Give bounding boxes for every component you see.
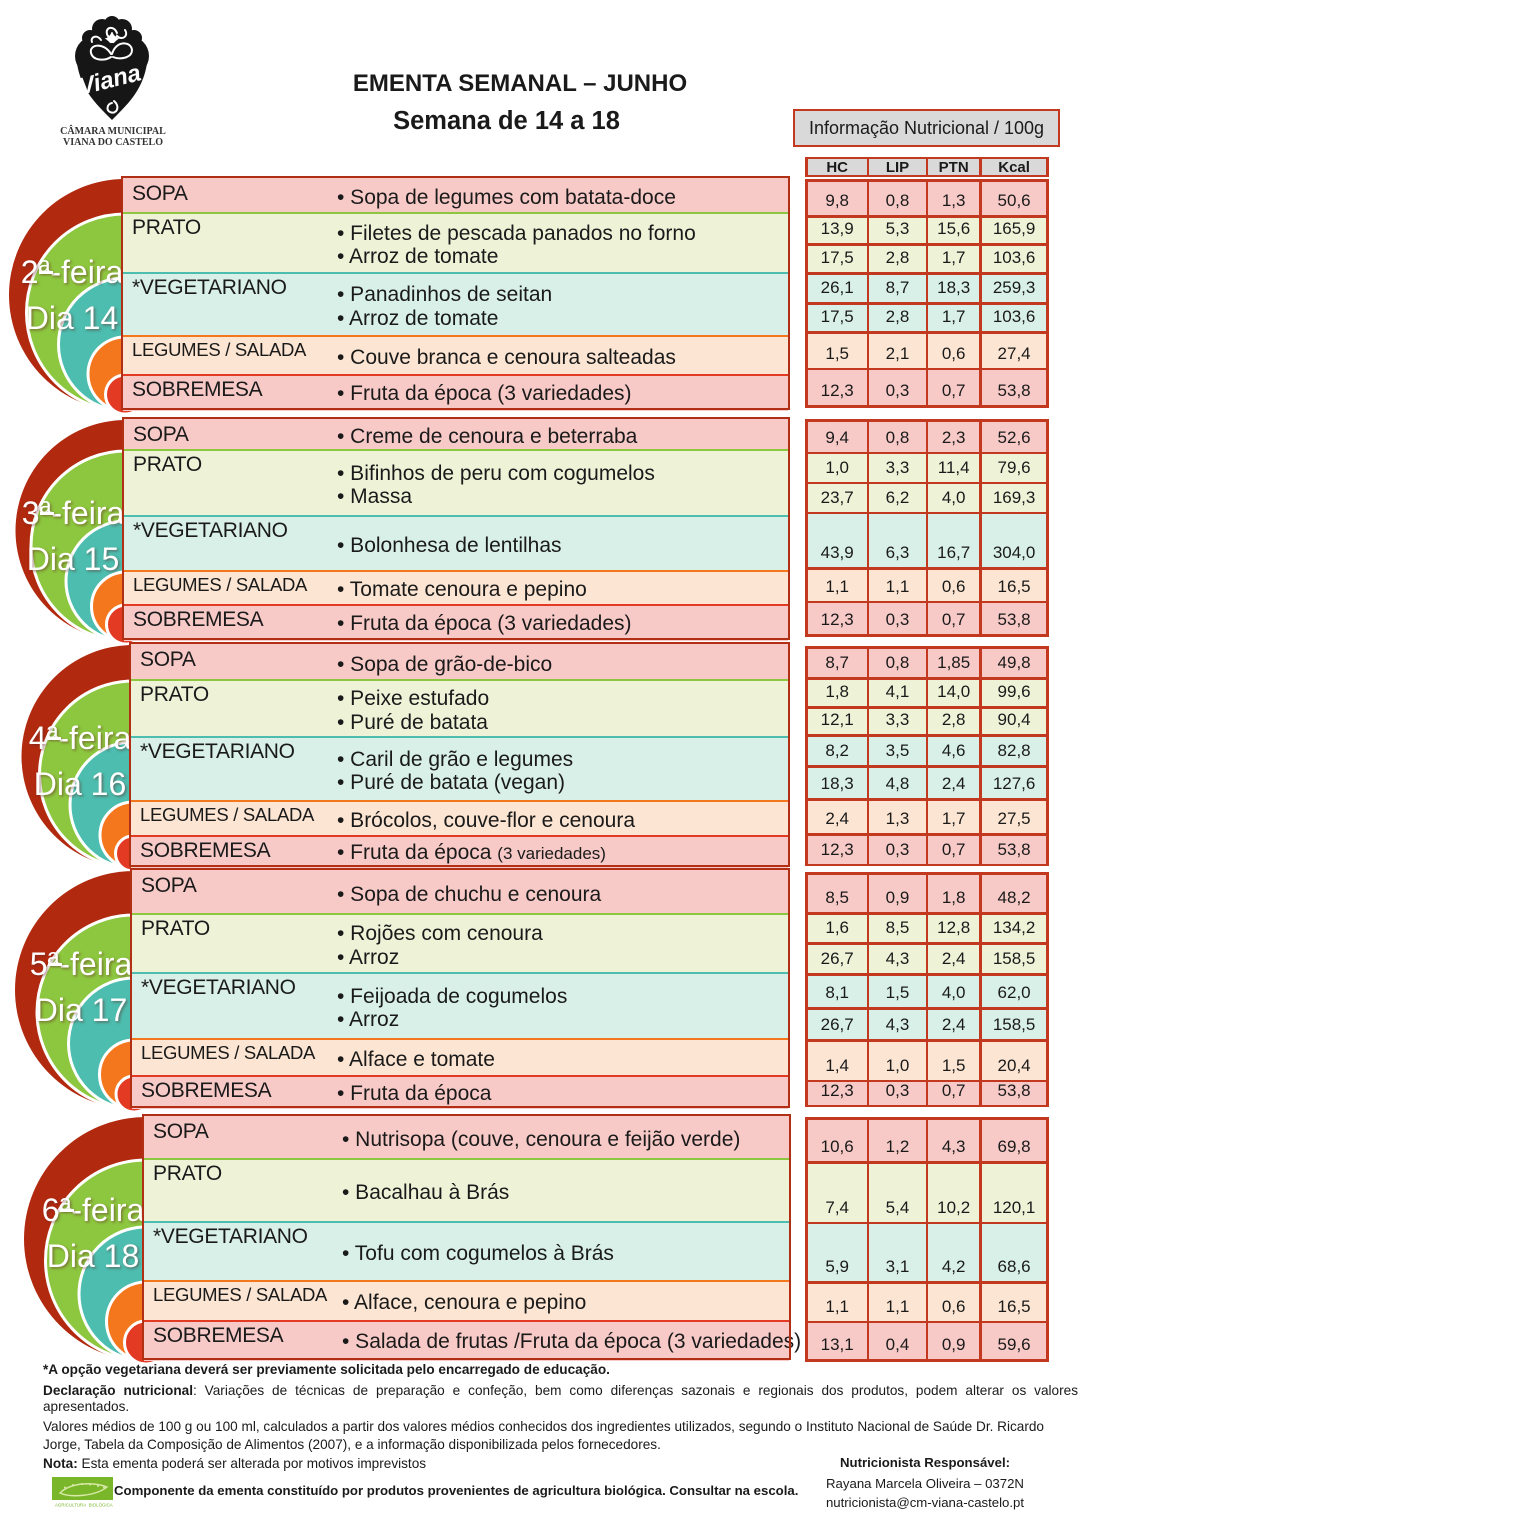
svg-text:AGRICULTURA BIOLÓGICA: AGRICULTURA BIOLÓGICA [55,1503,113,1508]
